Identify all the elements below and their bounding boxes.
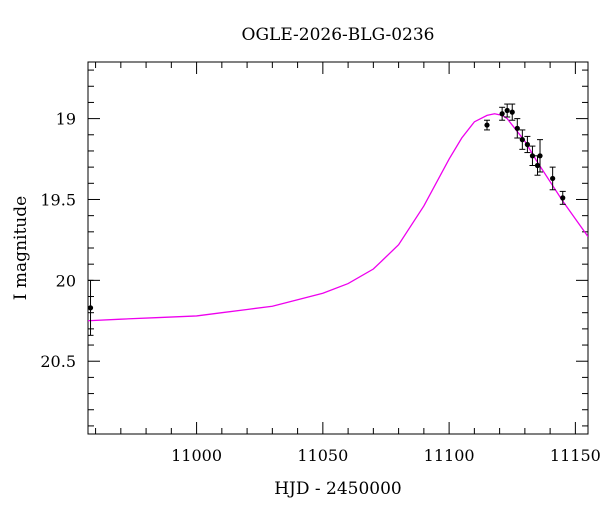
plot-frame: [87, 61, 589, 435]
data-points-group: [87, 103, 566, 336]
y-tick-label: 20: [56, 271, 76, 290]
x-tick-labels: 11000 11050 11100 11150: [171, 446, 600, 465]
y-tick-label: 20.5: [40, 352, 76, 371]
y-axis-label: I magnitude: [11, 196, 31, 300]
x-tick-label: 11050: [297, 446, 348, 465]
data-point: [484, 122, 490, 128]
data-point: [519, 137, 525, 143]
x-tick-label: 11100: [424, 446, 475, 465]
model-curve-group: [88, 113, 588, 322]
data-point: [524, 141, 530, 148]
x-tick-label: 11150: [550, 446, 600, 465]
data-point: [550, 175, 556, 182]
data-point: [514, 125, 520, 131]
tick-marks: [88, 62, 588, 434]
model-curve: [88, 113, 588, 322]
data-point: [560, 195, 566, 201]
chart-title: OGLE-2026-BLG-0236: [242, 25, 435, 45]
data-point: [534, 162, 541, 169]
y-tick-labels: 19 19.5 20 20.5: [40, 110, 76, 372]
data-point: [529, 153, 536, 159]
data-point: [537, 153, 543, 159]
x-axis-label: HJD - 2450000: [274, 479, 402, 499]
y-tick-label: 19: [56, 110, 76, 129]
x-tick-label: 11000: [171, 446, 222, 465]
data-point: [499, 111, 505, 117]
data-point: [509, 109, 515, 115]
y-tick-label: 19.5: [40, 190, 76, 209]
data-point: [504, 107, 510, 114]
data-point: [87, 305, 94, 311]
